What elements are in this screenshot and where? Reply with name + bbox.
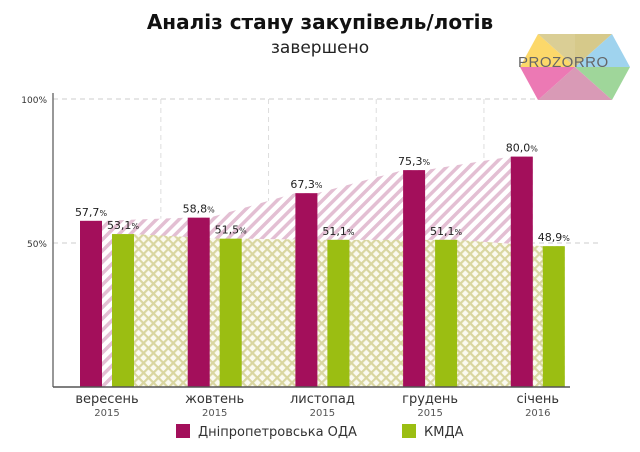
legend-swatch-2 <box>402 424 416 438</box>
data-label: 80,0% <box>506 142 539 155</box>
data-label: 51,5% <box>215 224 248 237</box>
data-label: 53,1% <box>107 219 140 232</box>
legend-label-1: Дніпропетровська ОДА <box>198 425 357 440</box>
data-label: 48,9% <box>538 231 571 244</box>
x-tick-year: 2015 <box>310 408 335 419</box>
x-tick-label: листопад <box>290 392 355 407</box>
data-label: 51,1% <box>322 225 355 238</box>
data-label: 58,8% <box>183 203 216 216</box>
x-tick-label: жовтень <box>185 392 244 407</box>
bar-series-1 <box>295 193 318 387</box>
data-label: 67,3% <box>290 178 323 191</box>
x-tick-year: 2016 <box>525 408 550 419</box>
prozorro-logo <box>520 32 630 102</box>
chart-subtitle: завершено <box>270 38 370 58</box>
x-tick-year: 2015 <box>417 408 442 419</box>
bar-series-1 <box>80 220 102 387</box>
bar-series-1 <box>510 156 533 387</box>
x-tick-label: січень <box>516 392 559 407</box>
legend-swatch-1 <box>176 424 190 438</box>
legend-label-2: КМДА <box>424 425 464 440</box>
data-label: 75,3% <box>398 155 431 168</box>
y-tick-label: 50% <box>27 240 47 250</box>
prozorro-logo-text: PROZORRO <box>518 54 609 71</box>
bar-series-2 <box>327 239 350 387</box>
x-tick-label: грудень <box>402 392 458 407</box>
y-tick-label: 100% <box>21 96 47 106</box>
bar-series-2 <box>219 238 242 387</box>
x-tick-label: вересень <box>75 392 138 407</box>
bar-series-2 <box>435 239 458 387</box>
chart-title: Аналіз стану закупівель/лотів <box>146 10 494 34</box>
data-label: 57,7% <box>75 206 108 219</box>
bar-series-2 <box>542 246 565 387</box>
bar-series-1 <box>403 170 426 387</box>
bar-series-1 <box>187 217 210 387</box>
x-tick-year: 2015 <box>94 408 119 419</box>
bar-series-2 <box>112 234 134 387</box>
x-tick-year: 2015 <box>202 408 227 419</box>
data-label: 51,1% <box>430 225 463 238</box>
